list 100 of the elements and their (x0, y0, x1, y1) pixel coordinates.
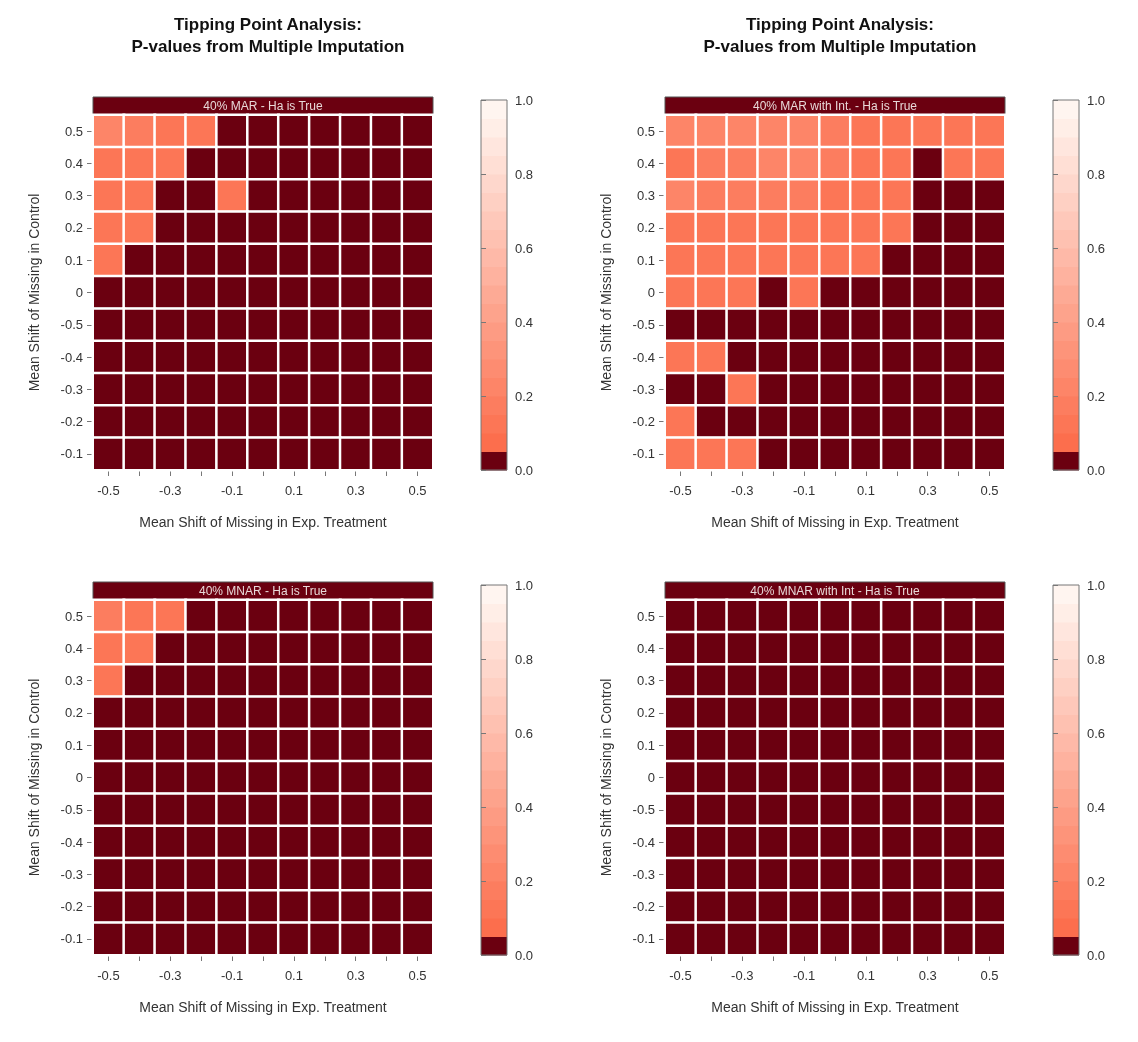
color-bar-label: 0.4 (515, 314, 534, 330)
y-tick-label: -0.4 (60, 834, 83, 850)
y-tick-label: -0.2 (632, 414, 655, 430)
y-tick-label: -0.5 (60, 317, 83, 333)
y-tick-label: 0.2 (636, 705, 655, 721)
y-tick-label: -0.1 (632, 446, 655, 462)
y-tick-label: 0.5 (636, 608, 655, 624)
x-tick-label: 0.1 (856, 968, 875, 983)
y-tick-label: 0.2 (636, 220, 655, 236)
y-tick-label: 0.2 (64, 705, 83, 721)
color-bar-label: 1.0 (1087, 577, 1106, 593)
x-tick-label: 0.5 (980, 483, 999, 498)
x-axis-title: Mean Shift of Missing in Exp. Treatment (139, 514, 387, 530)
color-bar-label: 0.6 (515, 240, 534, 256)
y-tick-label: -0.2 (632, 899, 655, 915)
color-bar-label: 0.6 (515, 725, 534, 741)
x-tick-label: -0.5 (97, 483, 120, 498)
y-tick-label: 0.5 (64, 608, 83, 624)
y-tick-label: 0.1 (636, 737, 655, 753)
x-axis-title: Mean Shift of Missing in Exp. Treatment (139, 999, 387, 1015)
color-bar-label: 0.6 (1087, 240, 1106, 256)
y-tick-label: -0.5 (60, 802, 83, 818)
y-tick-label: 0.4 (64, 155, 83, 171)
color-bar-label: 0.6 (1087, 725, 1106, 741)
y-axis-title: Mean Shift of Missing in Control (598, 678, 614, 877)
y-tick-label: 0.4 (636, 640, 655, 656)
y-tick-label: -0.1 (60, 931, 83, 947)
color-bar-label: 1.0 (515, 92, 534, 108)
color-bar-label: 0.0 (515, 462, 534, 478)
y-tick-label: 0.1 (636, 252, 655, 268)
y-tick-label: -0.1 (632, 931, 655, 947)
y-tick-label: 0.4 (64, 640, 83, 656)
y-tick-label: 0.5 (636, 123, 655, 139)
x-tick-label: -0.5 (97, 968, 120, 983)
x-tick-label: -0.3 (731, 968, 754, 983)
y-tick-label: 0 (75, 770, 83, 785)
x-tick-label: -0.5 (669, 483, 692, 498)
color-bar-label: 0.2 (1087, 388, 1106, 404)
x-tick-label: 0.5 (980, 968, 999, 983)
y-tick-label: -0.4 (60, 349, 83, 365)
y-tick-label: -0.4 (632, 349, 655, 365)
y-tick-label: -0.3 (60, 866, 83, 882)
y-tick-label: 0.1 (64, 737, 83, 753)
x-tick-label: 0.1 (284, 483, 303, 498)
chart-title: Tipping Point Analysis: P-values from Multiple Imputation (131, 14, 405, 56)
color-bar-label: 1.0 (1087, 92, 1106, 108)
color-bar-label: 0.4 (515, 799, 534, 815)
y-tick-label: -0.5 (632, 802, 655, 818)
y-tick-label: -0.4 (632, 834, 655, 850)
y-axis-title: Mean Shift of Missing in Control (598, 193, 614, 392)
chart-title: Tipping Point Analysis: P-values from Multiple Imputation (703, 14, 977, 56)
color-bar-label: 0.2 (1087, 873, 1106, 889)
color-bar-label: 0.8 (515, 651, 534, 667)
color-bar-label: 1.0 (515, 577, 534, 593)
x-tick-label: 0.3 (918, 483, 937, 498)
x-tick-label: 0.3 (346, 968, 365, 983)
x-tick-label: 0.1 (856, 483, 875, 498)
y-tick-label: -0.3 (632, 866, 655, 882)
color-bar-label: 0.0 (1087, 462, 1106, 478)
chart-subtitle: 40% MNAR with Int - Ha is True (750, 584, 921, 598)
y-tick-label: -0.2 (60, 899, 83, 915)
y-tick-label: 0.3 (636, 188, 655, 204)
y-tick-label: 0.3 (636, 673, 655, 689)
color-bar-label: 0.4 (1087, 314, 1106, 330)
color-bar-label: 0.0 (515, 947, 534, 963)
chart-subtitle: 40% MNAR - Ha is True (198, 584, 328, 598)
y-tick-label: -0.2 (60, 414, 83, 430)
y-tick-label: 0.2 (64, 220, 83, 236)
color-bar-label: 0.8 (1087, 166, 1106, 182)
y-tick-label: 0.5 (64, 123, 83, 139)
y-tick-label: 0.3 (64, 673, 83, 689)
color-bar-label: 0.4 (1087, 799, 1106, 815)
x-tick-label: 0.5 (408, 968, 427, 983)
x-tick-label: 0.3 (346, 483, 365, 498)
x-tick-label: 0.3 (918, 968, 937, 983)
color-bar-label: 0.8 (515, 166, 534, 182)
y-axis-title: Mean Shift of Missing in Control (26, 678, 42, 877)
x-tick-label: -0.3 (159, 483, 182, 498)
y-tick-label: 0.1 (64, 252, 83, 268)
y-tick-label: 0.3 (64, 188, 83, 204)
color-bar-label: 0.8 (1087, 651, 1106, 667)
chart-subtitle: 40% MAR - Ha is True (203, 99, 324, 113)
x-axis-title: Mean Shift of Missing in Exp. Treatment (711, 514, 959, 530)
y-tick-label: -0.5 (632, 317, 655, 333)
y-tick-label: 0 (647, 285, 655, 300)
x-tick-label: -0.1 (220, 483, 244, 498)
x-tick-label: 0.5 (408, 483, 427, 498)
x-tick-label: -0.1 (792, 483, 816, 498)
x-tick-label: -0.5 (669, 968, 692, 983)
color-bar-label: 0.2 (515, 388, 534, 404)
color-bar-label: 0.0 (1087, 947, 1106, 963)
y-tick-label: -0.3 (632, 381, 655, 397)
x-axis-title: Mean Shift of Missing in Exp. Treatment (711, 999, 959, 1015)
chart-subtitle: 40% MAR with Int. - Ha is True (752, 99, 918, 113)
y-tick-label: 0 (75, 285, 83, 300)
y-tick-label: -0.1 (60, 446, 83, 462)
x-tick-label: -0.1 (220, 968, 244, 983)
y-axis-title: Mean Shift of Missing in Control (26, 193, 42, 392)
y-tick-label: 0.4 (636, 155, 655, 171)
x-tick-label: -0.1 (792, 968, 816, 983)
